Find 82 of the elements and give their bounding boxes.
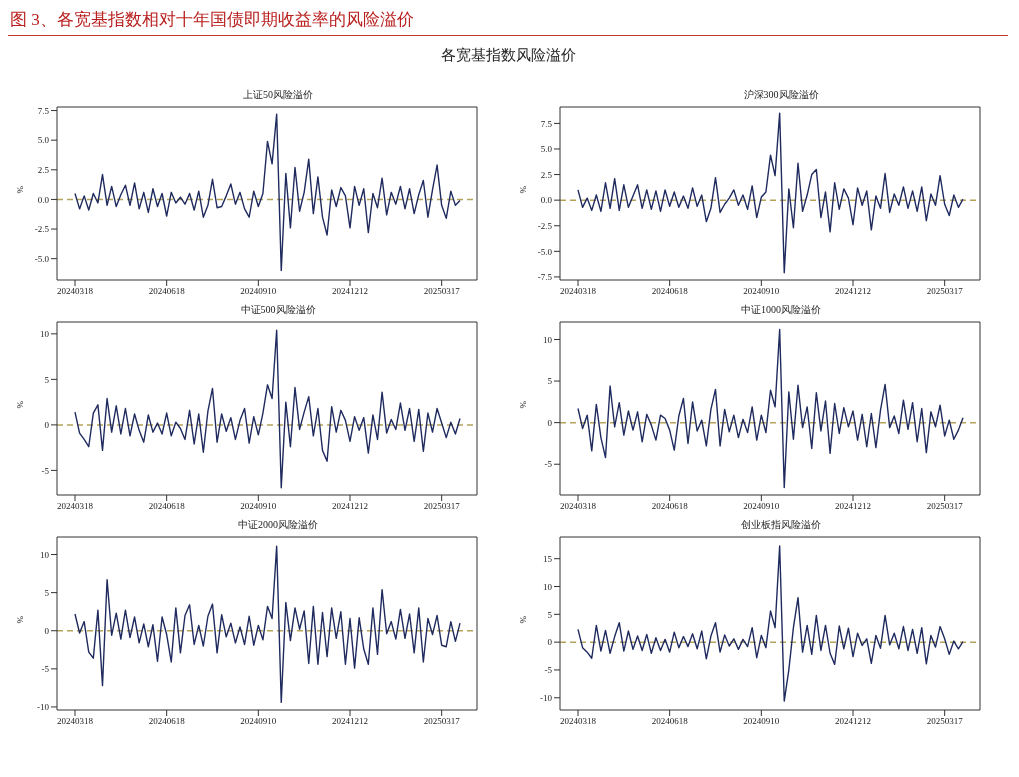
y-tick-label: 0: [44, 625, 50, 636]
chart-title: 中证500风险溢价: [239, 303, 317, 317]
line-series: [577, 545, 964, 702]
line-series: [74, 329, 461, 489]
x-tick-label: 20241212: [835, 716, 871, 727]
chart-title: 创业板指风险溢价: [740, 518, 822, 532]
y-axis-title: %: [15, 185, 26, 194]
y-tick-label: 10: [40, 549, 50, 560]
line-series: [577, 328, 964, 489]
y-tick-label: 15: [543, 553, 553, 564]
x-tick-label: 20250317: [423, 286, 461, 297]
chart-title: 上证50风险溢价: [242, 88, 314, 102]
x-tick-label: 20241212: [332, 286, 368, 297]
y-tick-label: 7.5: [540, 118, 553, 129]
line-series: [577, 112, 964, 274]
text: 各宽基指数风险溢价: [439, 46, 577, 65]
y-tick-label: 5.0: [540, 144, 553, 155]
y-tick-label: 2.5: [37, 165, 50, 175]
chart-title: 沪深300风险溢价: [742, 88, 820, 102]
y-tick-label: 5: [547, 376, 553, 387]
x-tick-label: 20240618: [148, 716, 186, 727]
y-tick-label: 7.5: [37, 105, 50, 116]
x-tick-label: 20241212: [332, 501, 368, 512]
x-tick-label: 20240318: [560, 286, 597, 297]
x-tick-label: 20250317: [926, 716, 964, 727]
y-axis-title: %: [518, 400, 529, 409]
chart-title: 中证2000风险溢价: [237, 518, 319, 532]
y-tick-label: 10: [543, 581, 553, 592]
x-tick-label: 20240318: [560, 716, 597, 727]
x-tick-label: 20250317: [926, 501, 964, 512]
x-tick-label: 20241212: [332, 716, 368, 727]
y-tick-label: -2.5: [34, 224, 50, 235]
x-tick-label: 20240910: [240, 716, 277, 727]
y-tick-label: 5: [44, 587, 50, 598]
x-tick-label: 20240618: [651, 716, 689, 727]
x-tick-label: 20240910: [240, 286, 277, 297]
y-tick-label: 2.5: [540, 169, 553, 180]
y-tick-label: 5.0: [37, 135, 50, 146]
x-tick-label: 20240318: [57, 286, 94, 297]
y-tick-label: -5: [41, 664, 50, 675]
x-tick-label: 20240618: [148, 501, 186, 512]
y-tick-label: 0: [44, 420, 50, 431]
x-tick-label: 20250317: [423, 716, 461, 727]
x-tick-label: 20240318: [560, 501, 597, 512]
y-tick-label: 10: [40, 329, 50, 340]
line-series: [74, 545, 461, 704]
y-tick-label: 5: [44, 374, 50, 385]
x-tick-label: 20240318: [57, 716, 94, 727]
x-tick-label: 20250317: [926, 286, 964, 297]
y-tick-label: -10: [540, 692, 553, 703]
x-tick-label: 20241212: [835, 501, 871, 512]
text: 图 3、各宽基指数相对十年国债即期收益率的风险溢价: [8, 8, 1008, 36]
y-axis-title: %: [518, 615, 529, 624]
line-series: [74, 113, 461, 272]
y-axis-title: %: [15, 615, 26, 624]
chart-title: 中证1000风险溢价: [740, 303, 822, 317]
y-tick-label: -5.0: [537, 246, 553, 257]
y-tick-label: 0: [547, 417, 553, 428]
x-tick-label: 20240618: [651, 286, 689, 297]
x-tick-label: 20240910: [743, 716, 780, 727]
y-tick-label: -5: [41, 465, 50, 476]
y-tick-label: 0.0: [37, 194, 50, 205]
x-tick-label: 20240910: [240, 501, 277, 512]
x-tick-label: 20240318: [57, 501, 94, 512]
y-tick-label: -2.5: [537, 220, 553, 231]
x-tick-label: 20250317: [423, 501, 461, 512]
y-tick-label: 0.0: [540, 195, 553, 206]
y-tick-label: -5: [544, 665, 553, 676]
x-tick-label: 20241212: [835, 286, 871, 297]
x-tick-label: 20240618: [148, 286, 186, 297]
y-tick-label: -7.5: [537, 272, 553, 283]
y-tick-label: -10: [37, 702, 50, 713]
x-tick-label: 20240910: [743, 501, 780, 512]
y-tick-label: -5: [544, 459, 553, 470]
y-axis-title: %: [15, 400, 26, 409]
y-axis-title: %: [518, 185, 529, 194]
y-tick-label: -5.0: [34, 253, 50, 264]
x-tick-label: 20240618: [651, 501, 689, 512]
y-tick-label: 10: [543, 334, 553, 345]
y-tick-label: 5: [547, 609, 553, 620]
y-tick-label: 0: [547, 637, 553, 648]
x-tick-label: 20240910: [743, 286, 780, 297]
